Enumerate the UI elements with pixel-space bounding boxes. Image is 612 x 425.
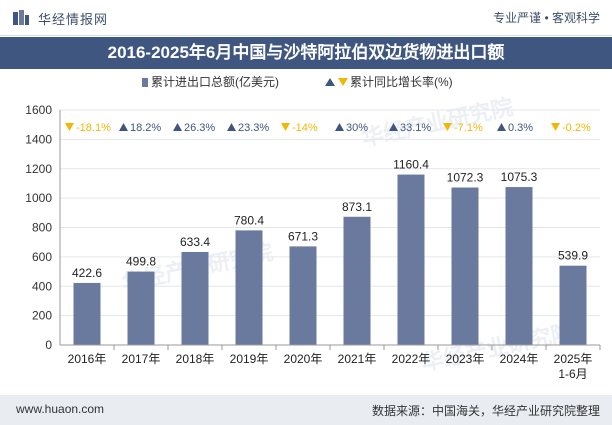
bar — [181, 251, 209, 345]
growth-down-icon — [551, 123, 560, 131]
growth-down-icon — [65, 123, 74, 131]
bars: 422.6 499.8 633.4 780.4 671.3 873.1 1160.4 1072… — [72, 158, 588, 345]
y-tick-label: 800 — [32, 221, 52, 235]
legend-up-icon — [325, 78, 335, 86]
legend: 累计进出口总额(亿美元) 累计同比增长率(%) — [142, 74, 453, 89]
x-tick-label: 2018年 — [176, 352, 215, 366]
x-tick-label: 2022年 — [392, 352, 431, 366]
y-tick-label: 400 — [32, 279, 52, 293]
data-source: 数据来源：中国海关，华经产业研究院整理 — [371, 404, 600, 418]
growth-rate-label: 30% — [346, 122, 368, 134]
growth-rate-label: -14% — [292, 122, 318, 134]
bar — [127, 271, 155, 345]
legend-down-icon — [338, 78, 348, 86]
growth-rate-label: 26.3% — [184, 122, 215, 134]
growth-rate-label: 0.3% — [508, 122, 533, 134]
legend-bar-swatch — [142, 78, 148, 87]
logo-icon — [13, 10, 29, 25]
x-tick-label: 2020年 — [284, 352, 323, 366]
growth-rate-label: 18.2% — [130, 122, 161, 134]
bar — [451, 187, 479, 345]
growth-up-icon — [335, 123, 344, 131]
growth-up-icon — [119, 123, 128, 131]
x-tick-label: 2025年 — [554, 352, 593, 366]
x-axis: 2016年 2017年 2018年 2019年 2020年 2021年 2022年 2023年… — [60, 344, 601, 381]
top-bar: 华经情报网 专业严谨 • 客观科学 — [0, 0, 612, 36]
growth-down-icon — [281, 123, 290, 131]
x-tick-label: 2017年 — [122, 352, 161, 366]
bar-value-label: 633.4 — [180, 235, 210, 249]
x-tick-label: 2024年 — [500, 352, 539, 366]
legend-bar-label: 累计进出口总额(亿美元) — [151, 74, 279, 89]
bar — [343, 216, 371, 345]
x-tick-label: 2019年 — [230, 352, 269, 366]
chart-title: 2016-2025年6月中国与沙特阿拉伯双边货物进出口额 — [107, 43, 505, 62]
bar — [73, 282, 101, 345]
bar-value-label: 780.4 — [234, 213, 264, 227]
growth-down-icon — [443, 123, 452, 131]
y-tick-label: 600 — [32, 250, 52, 264]
bar — [235, 230, 263, 345]
growth-rate-label: 23.3% — [238, 122, 269, 134]
bar — [289, 246, 317, 345]
y-tick-label: 1200 — [25, 162, 52, 176]
bar — [397, 174, 425, 345]
y-tick-label: 1400 — [25, 132, 52, 146]
y-axis: 0 200 400 600 800 1000 1200 1400 1600 — [25, 103, 61, 352]
y-tick-label: 1000 — [25, 191, 52, 205]
growth-up-icon — [389, 123, 398, 131]
site-url[interactable]: www.huaon.com — [16, 402, 105, 416]
bar-value-label: 1075.3 — [501, 170, 538, 184]
bar-value-label: 671.3 — [288, 229, 318, 243]
y-tick-label: 1600 — [25, 103, 52, 117]
bar-value-label: 539.9 — [558, 249, 588, 263]
x-tick-label: 2016年 — [68, 352, 107, 366]
title-band: 2016-2025年6月中国与沙特阿拉伯双边货物进出口额 — [0, 37, 612, 69]
bar-value-label: 499.8 — [126, 255, 156, 269]
x-tick-label: 2021年 — [338, 352, 377, 366]
bar-value-label: 1160.4 — [393, 158, 429, 172]
x-tick-label: 1-6月 — [558, 367, 587, 381]
legend-growth-label: 累计同比增长率(%) — [350, 74, 453, 89]
footer: www.huaon.com 数据来源：中国海关，华经产业研究院整理 — [0, 395, 612, 425]
y-tick-label: 0 — [45, 338, 52, 352]
bar-value-label: 873.1 — [342, 200, 372, 214]
slogan: 专业严谨 • 客观科学 — [493, 11, 600, 25]
brand-name: 华经情报网 — [38, 12, 109, 27]
growth-rate-label: -7.1% — [454, 122, 483, 134]
growth-rate-label: -0.2% — [562, 122, 591, 134]
growth-up-icon — [227, 123, 236, 131]
bar-value-label: 1072.3 — [447, 171, 484, 185]
x-tick-label: 2023年 — [446, 352, 485, 366]
growth-row: -18.1% 18.2% 26.3% 23.3% -14% 30% 33.1% -7.1% 0.… — [65, 122, 591, 134]
bar — [505, 187, 533, 345]
growth-rate-label: 33.1% — [400, 122, 431, 134]
bar — [559, 265, 587, 345]
growth-up-icon — [497, 123, 506, 131]
growth-up-icon — [173, 123, 182, 131]
bar-value-label: 422.6 — [72, 266, 102, 280]
growth-rate-label: -18.1% — [76, 122, 111, 134]
chart: 累计进出口总额(亿美元) 累计同比增长率(%) 0 200 400 600 800 100… — [25, 74, 601, 381]
y-tick-label: 200 — [32, 309, 52, 323]
